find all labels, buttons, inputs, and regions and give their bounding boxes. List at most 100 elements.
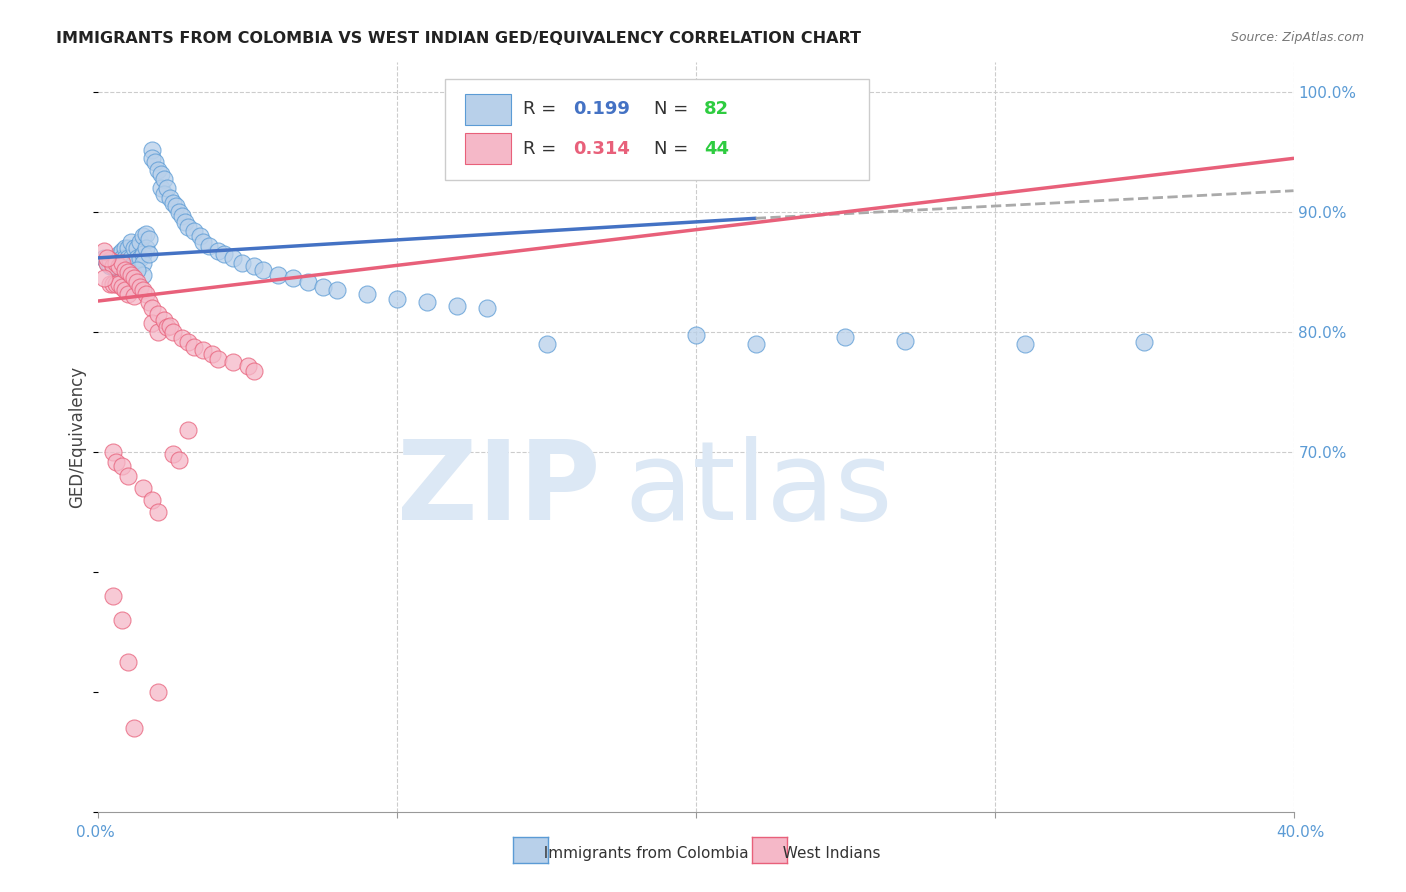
Text: R =: R =: [523, 100, 561, 118]
Point: [93, 244, 115, 258]
Point: [138, 247, 160, 261]
Point: [446, 299, 468, 313]
Point: [127, 251, 149, 265]
Point: [120, 251, 142, 265]
Point: [132, 247, 155, 261]
Point: [111, 459, 134, 474]
Point: [105, 277, 128, 292]
Point: [138, 232, 160, 246]
Point: [114, 263, 136, 277]
Point: [124, 271, 146, 285]
Text: Immigrants from Colombia: Immigrants from Colombia: [534, 847, 749, 861]
Point: [132, 255, 155, 269]
Y-axis label: GED/Equivalency: GED/Equivalency: [69, 366, 87, 508]
Point: [385, 292, 409, 306]
Point: [103, 445, 125, 459]
Point: [167, 453, 190, 467]
Point: [117, 241, 139, 255]
Point: [416, 295, 439, 310]
Point: [188, 229, 211, 244]
Point: [98, 253, 122, 268]
Point: [105, 255, 128, 269]
Point: [150, 167, 173, 181]
Point: [124, 241, 146, 255]
Point: [117, 469, 139, 483]
Point: [132, 268, 155, 282]
Point: [108, 247, 131, 261]
Point: [108, 277, 131, 292]
Point: [117, 265, 139, 279]
Point: [148, 307, 170, 321]
Text: atlas: atlas: [624, 436, 893, 543]
Text: IMMIGRANTS FROM COLOMBIA VS WEST INDIAN GED/EQUIVALENCY CORRELATION CHART: IMMIGRANTS FROM COLOMBIA VS WEST INDIAN …: [56, 31, 862, 46]
Point: [103, 589, 125, 603]
Point: [96, 255, 118, 269]
Text: West Indians: West Indians: [773, 847, 880, 861]
Point: [135, 241, 157, 255]
Point: [117, 286, 139, 301]
Point: [141, 143, 163, 157]
Text: N =: N =: [654, 100, 695, 118]
Point: [243, 363, 266, 377]
FancyBboxPatch shape: [446, 78, 869, 180]
Point: [685, 327, 707, 342]
Point: [98, 277, 122, 292]
Point: [207, 244, 229, 258]
Point: [162, 325, 184, 339]
Text: 82: 82: [704, 100, 730, 118]
Point: [150, 181, 173, 195]
Point: [148, 505, 170, 519]
Point: [135, 286, 157, 301]
Point: [129, 235, 152, 250]
Point: [148, 685, 170, 699]
Text: R =: R =: [523, 140, 561, 158]
Point: [127, 241, 149, 255]
Point: [536, 337, 558, 351]
Point: [201, 347, 224, 361]
Point: [129, 279, 152, 293]
Point: [120, 268, 142, 282]
Point: [177, 334, 200, 349]
Point: [236, 359, 259, 373]
Text: 0.0%: 0.0%: [76, 825, 115, 839]
Point: [132, 481, 155, 495]
Point: [252, 263, 274, 277]
Point: [177, 219, 200, 234]
Text: ZIP: ZIP: [396, 436, 600, 543]
Point: [165, 199, 187, 213]
Point: [207, 351, 229, 366]
Point: [105, 251, 128, 265]
Point: [894, 334, 917, 348]
Text: Source: ZipAtlas.com: Source: ZipAtlas.com: [1230, 31, 1364, 45]
Point: [108, 259, 131, 273]
Point: [114, 251, 136, 265]
Point: [191, 235, 214, 250]
Point: [103, 255, 125, 269]
Point: [834, 330, 856, 344]
Point: [156, 181, 179, 195]
Point: [143, 155, 166, 169]
Point: [267, 268, 290, 282]
Point: [103, 259, 125, 273]
Point: [127, 275, 149, 289]
Point: [96, 251, 118, 265]
Point: [132, 283, 155, 297]
Bar: [465, 133, 510, 164]
Text: 44: 44: [704, 140, 730, 158]
Point: [103, 259, 125, 273]
Point: [297, 275, 319, 289]
Point: [135, 227, 157, 241]
Point: [103, 251, 125, 265]
Point: [96, 255, 118, 269]
Point: [114, 283, 136, 297]
Point: [141, 152, 163, 166]
Point: [141, 301, 163, 316]
Point: [356, 286, 378, 301]
Point: [105, 259, 128, 273]
Point: [153, 171, 176, 186]
Text: 0.314: 0.314: [572, 140, 630, 158]
Point: [120, 235, 142, 250]
Point: [183, 340, 205, 354]
Point: [117, 258, 139, 272]
Point: [745, 337, 768, 351]
